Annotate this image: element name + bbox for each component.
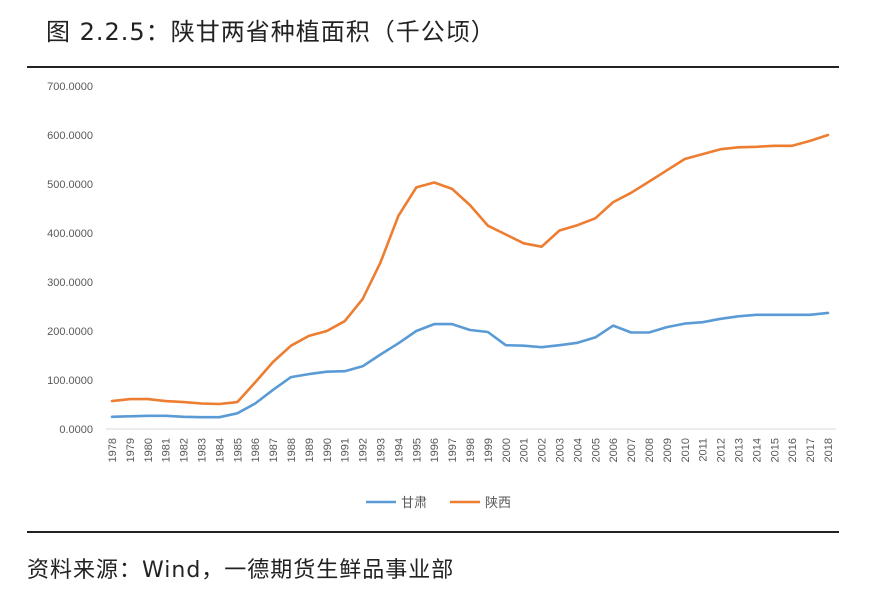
legend-label: 甘肃 [401,496,427,511]
x-tick-label: 2018 [823,438,835,462]
y-tick-label: 300.0000 [47,277,93,289]
x-tick-label: 1983 [197,438,209,462]
bottom-divider [27,531,839,533]
x-tick-label: 1995 [411,438,423,462]
x-tick-label: 2003 [555,438,567,462]
x-tick-label: 2007 [626,438,638,462]
x-tick-label: 1999 [483,438,495,462]
legend: 甘肃 陕西 [366,496,511,511]
x-tick-label: 2005 [590,438,602,462]
x-axis-ticks: 1978 1979 1980 1981 1982 1983 1984 1985 1986 1987… [107,438,835,462]
x-tick-label: 2010 [680,438,692,462]
x-tick-label: 1994 [393,438,405,462]
y-tick-label: 600.0000 [47,130,93,142]
x-tick-label: 2006 [608,438,620,462]
y-tick-label: 700.0000 [47,81,93,93]
chart-title: 图 2.2.5：陕甘两省种植面积（千公顷） [46,18,496,46]
x-tick-label: 2011 [698,438,710,462]
x-tick-label: 1979 [125,438,137,462]
y-tick-label: 200.0000 [47,326,93,338]
x-tick-label: 1985 [232,438,244,462]
x-tick-label: 1996 [429,438,441,462]
x-tick-label: 1987 [268,438,280,462]
legend-label: 陕西 [485,496,511,511]
x-tick-label: 1984 [214,438,226,462]
x-tick-label: 2000 [501,438,513,462]
x-tick-label: 1993 [376,438,388,462]
y-axis-ticks: 0.0000 100.0000 200.0000 300.0000 400.0000 50… [47,81,93,436]
y-tick-label: 100.0000 [47,375,93,387]
x-tick-label: 1997 [447,438,459,462]
series-lines [110,133,830,419]
x-tick-label: 1989 [304,438,316,462]
x-tick-label: 2017 [805,438,817,462]
series-line-1 [110,133,830,406]
x-tick-label: 1990 [322,438,334,462]
x-tick-label: 2009 [662,438,674,462]
x-tick-label: 1998 [465,438,477,462]
x-tick-label: 1982 [179,438,191,462]
series-line-0 [110,311,830,419]
x-tick-label: 2014 [751,438,763,462]
x-tick-label: 2008 [644,438,656,462]
source-note: 资料来源：Wind，一德期货生鲜品事业部 [27,558,455,583]
x-tick-label: 2001 [519,438,531,462]
x-tick-label: 2013 [734,438,746,462]
x-tick-label: 2015 [769,438,781,462]
top-divider [27,66,839,68]
y-tick-label: 400.0000 [47,228,93,240]
x-tick-label: 2004 [572,438,584,462]
x-tick-label: 1986 [250,438,262,462]
y-tick-label: 0.0000 [59,424,93,436]
x-tick-label: 1988 [286,438,298,462]
y-tick-label: 500.0000 [47,179,93,191]
x-tick-label: 1978 [107,438,119,462]
x-tick-label: 1980 [143,438,155,462]
x-tick-label: 1992 [358,438,370,462]
x-tick-label: 1991 [340,438,352,462]
x-tick-label: 2002 [537,438,549,462]
x-tick-label: 1981 [161,438,173,462]
x-tick-label: 2016 [787,438,799,462]
x-tick-label: 2012 [716,438,728,462]
